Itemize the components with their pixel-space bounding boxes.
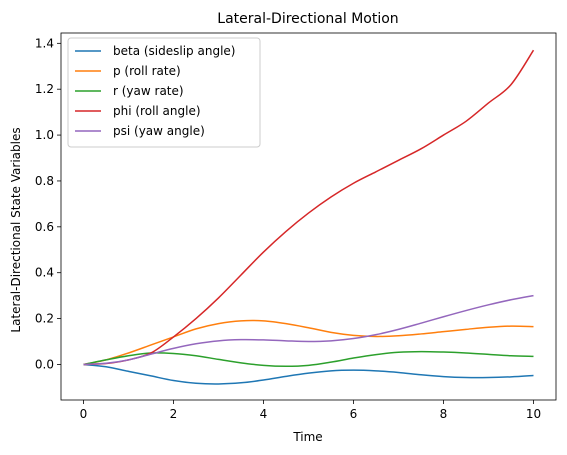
y-tick-label: 0.8 <box>35 174 54 188</box>
x-tick-label: 10 <box>526 407 541 421</box>
x-axis-label: Time <box>292 430 322 444</box>
x-tick-label: 2 <box>170 407 178 421</box>
series-line-phi-roll-angle <box>83 49 535 366</box>
y-tick-label: 0.2 <box>35 312 54 326</box>
legend-entry: p (roll rate) <box>113 64 181 78</box>
y-tick-label: 1.2 <box>35 82 54 96</box>
x-tick-label: 0 <box>80 407 88 421</box>
x-tick-label: 4 <box>260 407 268 421</box>
legend: beta (sideslip angle) p (roll rate) r (yaw… <box>67 37 261 148</box>
legend-box <box>67 37 261 148</box>
legend-entry: beta (sideslip angle) <box>113 44 235 58</box>
plot-border <box>60 32 557 401</box>
legend-entry: r (yaw rate) <box>113 84 184 98</box>
series-line-p-roll-rate <box>83 319 534 366</box>
series-line-psi-yaw-angle <box>83 294 534 366</box>
legend-entry: phi (roll angle) <box>113 104 201 118</box>
x-tick-label: 8 <box>440 407 448 421</box>
y-axis-label: Lateral-Directional State Variables <box>9 127 23 332</box>
series-lines <box>83 49 535 385</box>
plot-area <box>60 32 557 401</box>
y-axis: 0.0 0.2 0.4 0.6 0.8 1.0 1.2 1.4 <box>35 36 61 371</box>
y-tick-label: 0.6 <box>35 220 54 234</box>
y-tick-label: 0.4 <box>35 266 54 280</box>
x-axis: 0 2 4 6 8 10 <box>80 400 541 421</box>
x-tick-label: 6 <box>350 407 358 421</box>
y-tick-label: 0.0 <box>35 357 54 371</box>
chart-title: Lateral-Directional Motion <box>217 11 398 27</box>
legend-entry: psi (yaw angle) <box>113 124 205 138</box>
y-tick-label: 1.0 <box>35 128 54 142</box>
y-tick-label: 1.4 <box>35 36 54 50</box>
series-line-beta-sideslip-angle <box>83 363 534 385</box>
